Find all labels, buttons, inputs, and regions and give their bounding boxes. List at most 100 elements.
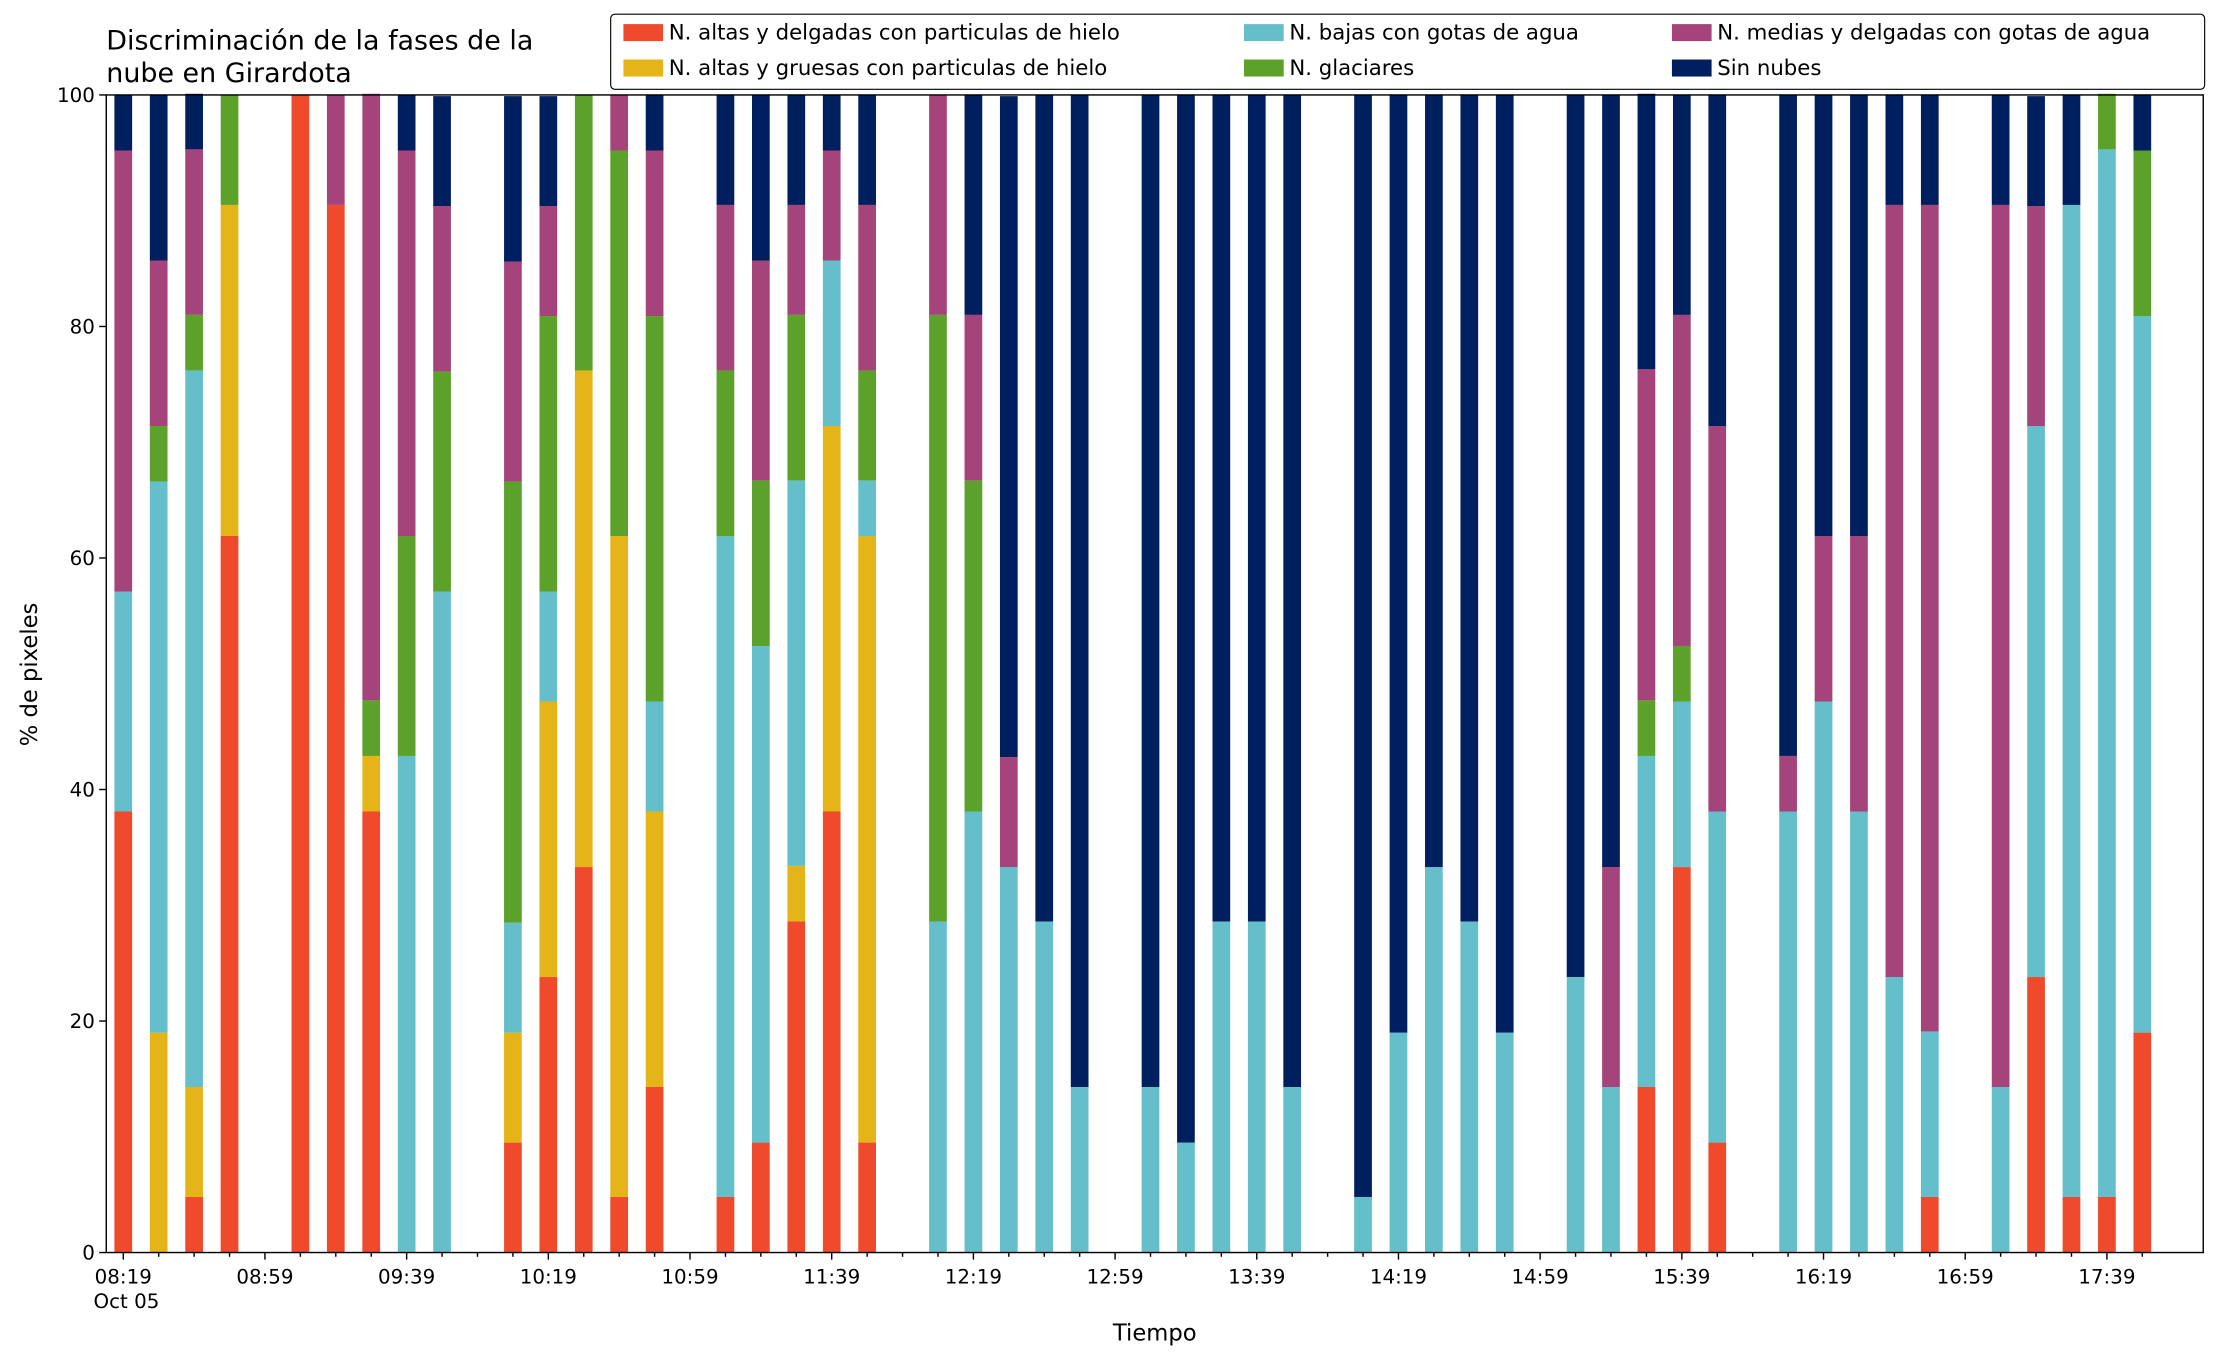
- bar-segment: [1708, 1142, 1727, 1253]
- bar-segment: [504, 481, 522, 923]
- bar-segment: [574, 94, 593, 371]
- bar-segment: [1672, 94, 1691, 315]
- y-tick-label: 20: [70, 1010, 95, 1033]
- bar-segment: [858, 370, 876, 481]
- bar-segment: [539, 701, 558, 978]
- bar-segment: [964, 480, 983, 812]
- x-tick-label: 08:19: [95, 1266, 152, 1289]
- bar-segment: [1850, 811, 1868, 1253]
- legend-label: N. bajas con gotas de agua: [1289, 21, 1579, 46]
- legend-label: N. glaciares: [1289, 56, 1414, 81]
- bar-segment: [1212, 921, 1231, 1253]
- x-tick-label: 16:59: [1937, 1266, 1994, 1289]
- bar-segment: [1672, 867, 1691, 1253]
- bar-segment: [1177, 1142, 1195, 1253]
- bar-segment: [1637, 93, 1656, 370]
- bar-segment: [929, 314, 947, 922]
- bar-segment: [1637, 1087, 1656, 1253]
- y-tick-label: 80: [70, 316, 95, 339]
- bar-segment: [1850, 94, 1868, 536]
- bar-segment: [1602, 94, 1620, 868]
- bar-segment: [397, 94, 416, 151]
- bar-segment: [1389, 1032, 1408, 1253]
- bar-segment: [2027, 426, 2045, 978]
- bar-segment: [149, 1032, 168, 1253]
- bar-segment: [433, 96, 451, 207]
- bar-segment: [149, 481, 168, 1033]
- bar-segment: [1035, 94, 1054, 922]
- bar-segment: [1283, 1087, 1302, 1253]
- bar-segment: [185, 314, 203, 371]
- legend-box: [610, 13, 2206, 90]
- bar-segment: [574, 867, 593, 1253]
- bar-segment: [539, 591, 558, 702]
- bar-segment: [645, 701, 664, 812]
- bar-segment: [149, 94, 168, 261]
- bar-segment: [539, 316, 558, 592]
- legend-swatch: [1244, 59, 1284, 77]
- bar-segment: [1070, 94, 1089, 1088]
- bar-segment: [1637, 369, 1656, 701]
- bar-segment: [999, 757, 1018, 868]
- bar-segment: [2027, 977, 2045, 1253]
- bar-segment: [1814, 701, 1833, 1253]
- bar-segment: [1779, 94, 1797, 756]
- bar-segment: [2133, 316, 2152, 1033]
- x-tick-label: 12:59: [1087, 1266, 1144, 1289]
- bar-segment: [1885, 94, 1904, 205]
- bar-segment: [1920, 204, 1939, 1032]
- bar-segment: [1247, 94, 1266, 922]
- bar-segment: [362, 93, 381, 701]
- bar-segment: [397, 150, 416, 536]
- bar-segment: [291, 94, 310, 1253]
- bar-segment: [1247, 921, 1266, 1253]
- bar-segment: [2133, 1032, 2152, 1253]
- bar-segment: [610, 1196, 629, 1253]
- x-tick-label: 15:39: [1653, 1266, 1710, 1289]
- bar-segment: [716, 204, 735, 371]
- bar-segment: [1460, 921, 1479, 1253]
- bar-segment: [2027, 206, 2045, 427]
- bar-segment: [716, 535, 735, 1197]
- bar-segment: [1566, 977, 1585, 1253]
- plot-frame: [105, 94, 2204, 1254]
- bar-segment: [114, 94, 133, 151]
- bar-segment: [1602, 867, 1620, 1088]
- x-tick-label: 14:59: [1512, 1266, 1569, 1289]
- bar-segment: [539, 977, 558, 1253]
- y-tick-label: 100: [57, 84, 95, 107]
- bar-segment: [610, 535, 629, 1197]
- bar-segment: [539, 206, 558, 317]
- legend-label: N. altas y delgadas con particulas de hi…: [669, 21, 1120, 46]
- bar-segment: [1389, 94, 1408, 1033]
- bar-segment: [822, 94, 841, 151]
- y-tick-label: 40: [70, 779, 95, 802]
- bar-segment: [149, 426, 168, 482]
- bar-segment: [1991, 94, 2010, 205]
- bar-segment: [1672, 701, 1691, 868]
- legend-swatch: [1244, 24, 1284, 42]
- bar-segment: [1566, 94, 1585, 978]
- x-tick-label: 08:59: [236, 1266, 293, 1289]
- bar-segment: [2098, 1196, 2116, 1253]
- bar-segment: [2062, 204, 2081, 1197]
- bar-segment: [1141, 94, 1160, 1088]
- bar-segment: [1991, 204, 2010, 1088]
- bar-segment: [787, 480, 806, 866]
- bar-segment: [1495, 94, 1514, 1033]
- bar-segment: [185, 149, 203, 315]
- bar-segment: [787, 314, 806, 481]
- legend-label: N. medias y delgadas con gotas de agua: [1717, 21, 2150, 46]
- bar-segment: [504, 96, 522, 262]
- bar-segment: [1708, 811, 1727, 1143]
- x-tick-label: 11:39: [803, 1266, 860, 1289]
- bar-segment: [858, 1142, 876, 1253]
- bar-segment: [1672, 645, 1691, 702]
- x-tick-label: 10:19: [520, 1266, 577, 1289]
- bar-segment: [1177, 94, 1195, 1143]
- bar-segment: [1354, 1196, 1372, 1253]
- bar-segment: [220, 204, 239, 536]
- bar-segment: [752, 645, 770, 1143]
- bar-segment: [2098, 93, 2116, 150]
